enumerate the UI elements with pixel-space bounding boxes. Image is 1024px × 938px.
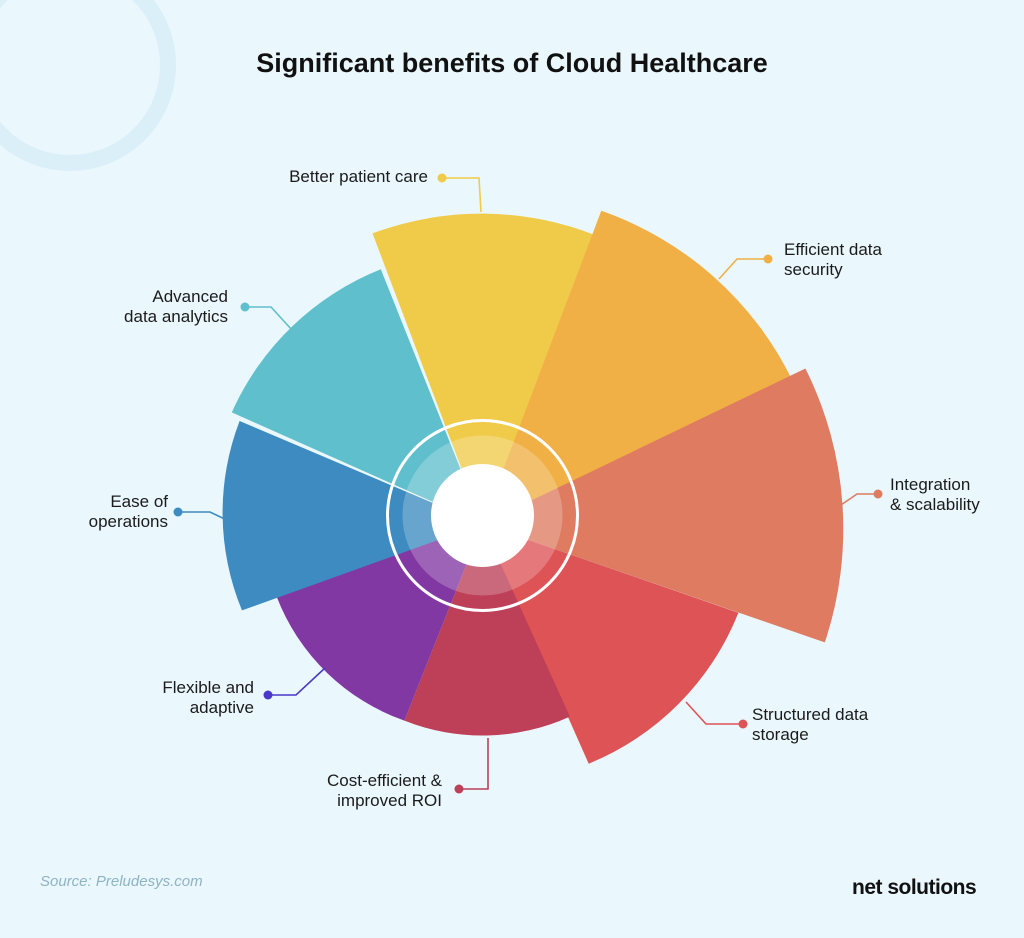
label-advanced-data-analytics: Advanced data analytics — [124, 287, 228, 326]
wedge-flexible-adaptive — [276, 524, 483, 721]
center-circle — [431, 464, 534, 567]
label-integration-scalability: Integration & scalability — [890, 475, 980, 514]
source-note: Source: Preludesys.com — [40, 873, 203, 890]
connector-advanced-data-analytics — [240, 302, 293, 331]
wedge-integration-scalability — [482, 368, 844, 643]
wedge-ease-of-operations — [222, 421, 483, 611]
connector-structured-data-storage — [685, 701, 748, 729]
wedge-cost-efficient-roi — [404, 524, 570, 736]
connector-integration-scalability — [837, 489, 883, 508]
connector-efficient-data-security — [718, 254, 773, 280]
background-decor — [0, 0, 176, 171]
connector-ease-of-operations — [173, 507, 232, 523]
label-efficient-data-security: Efficient data security — [784, 240, 882, 279]
label-ease-of-operations: Ease of operations — [88, 492, 168, 531]
label-structured-data-storage: Structured data storage — [752, 705, 869, 744]
brand-logo: net solutions — [852, 876, 977, 899]
wedge-better-patient-care — [372, 213, 597, 524]
label-better-patient-care: Better patient care — [289, 167, 428, 186]
label-cost-efficient-roi: Cost-efficient & improved ROI — [327, 771, 442, 810]
wedge-efficient-data-security — [482, 210, 793, 525]
diagram-title: Significant benefits of Cloud Healthcare — [256, 48, 768, 78]
center-hub — [386, 419, 579, 612]
connector-better-patient-care — [437, 173, 482, 213]
label-flexible-adaptive: Flexible and adaptive — [162, 678, 254, 717]
radial-wedges — [222, 210, 844, 764]
connector-flexible-adaptive — [263, 667, 326, 700]
connectors — [173, 173, 883, 794]
connector-cost-efficient-roi — [454, 738, 489, 794]
wedge-advanced-data-analytics — [231, 269, 483, 524]
